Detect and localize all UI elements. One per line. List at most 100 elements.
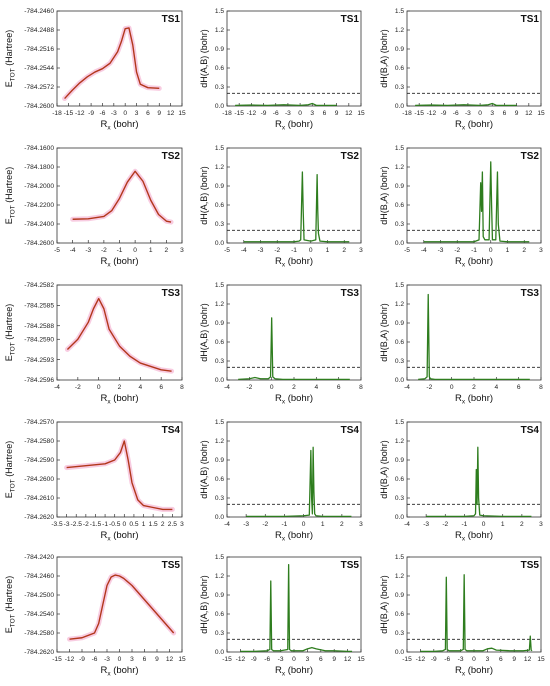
y-tick-label: -784.2540	[24, 611, 54, 618]
x-tick-label: 15	[537, 110, 545, 117]
y-tick-label: 1.2	[395, 301, 404, 308]
x-tick-label: 2	[342, 247, 346, 254]
x-tick-label: 6	[319, 656, 323, 663]
y-tick-label: 0.6	[215, 65, 224, 72]
y-tick-label: -784.2593	[24, 357, 54, 364]
y-axis-label-main: E	[4, 218, 14, 224]
x-tick-label: 0	[123, 110, 127, 117]
series-glow	[67, 572, 177, 642]
y-tick-label: -784.2400	[24, 221, 54, 228]
x-axis-label: Rx (bohr)	[100, 530, 138, 543]
y-tick-label: 0.3	[395, 630, 404, 637]
x-tick-label: -3	[243, 521, 249, 528]
x-tick-label: -2	[262, 521, 268, 528]
x-tick-label: 3	[490, 110, 494, 117]
y-tick-label: 0.6	[395, 611, 404, 618]
x-tick-label: -3	[278, 656, 284, 663]
series-glow	[70, 168, 174, 225]
y-axis-label: ETOT (Hartree)	[4, 167, 17, 224]
x-tick-label: 0	[302, 521, 306, 528]
y-tick-label: 0.9	[395, 183, 404, 190]
x-tick-label: -2	[454, 247, 460, 254]
y-tick-label: 0.6	[395, 202, 404, 209]
y-tick-label: 1.5	[395, 554, 404, 561]
dh-curve	[415, 102, 517, 107]
x-tick-label: -1	[281, 521, 287, 528]
chart-panels: -784.2600 -784.2572 -784.2544 -784.2516 -784…	[4, 8, 545, 677]
y-axis-label-main: E	[4, 627, 14, 633]
x-axis-label-sub: x	[282, 536, 286, 543]
y-tick-label: -784.2460	[24, 8, 54, 15]
x-tick-label: 3	[130, 656, 134, 663]
y-tick-label: 0.0	[395, 649, 404, 656]
x-tick-label: -12	[416, 656, 426, 663]
y-tick-label: 0.9	[215, 457, 224, 464]
plot-frame	[226, 284, 362, 381]
x-tick-label: -6	[273, 110, 279, 117]
y-tick-label: 0.0	[395, 240, 404, 247]
x-tick-label: -2	[426, 384, 432, 391]
x-axis-label-main: R	[275, 393, 282, 404]
x-axis-label-main: R	[455, 665, 462, 676]
x-axis-label: Rx (bohr)	[275, 256, 313, 269]
x-tick-label: -2	[246, 384, 252, 391]
y-tick-label: 0.3	[395, 84, 404, 91]
x-axis-label-main: R	[455, 530, 462, 541]
x-tick-label: -18	[52, 110, 62, 117]
x-tick-label: -2	[442, 521, 448, 528]
x-tick-label: 8	[359, 384, 363, 391]
x-axis-label: Rx (bohr)	[275, 119, 313, 132]
x-tick-label: 1	[506, 247, 510, 254]
y-axis-label-sub: TOT	[10, 342, 17, 355]
dh-curve	[423, 161, 530, 243]
y-tick-label: 0.6	[395, 65, 404, 72]
x-tick-label: 9	[515, 110, 519, 117]
y-tick-label: -784.1600	[24, 145, 54, 152]
y-tick-label: 0.9	[395, 457, 404, 464]
series-glow	[62, 25, 162, 102]
y-axis-label-sub: TOT	[10, 614, 17, 627]
x-tick-label: -4	[421, 247, 427, 254]
y-tick-label: -784.2420	[24, 554, 54, 561]
x-tick-label: 2.5	[168, 521, 177, 528]
dh-curve	[235, 102, 337, 107]
plot-frame	[406, 556, 542, 653]
x-tick-label: -3	[104, 656, 110, 663]
y-axis-label-main: E	[4, 492, 14, 498]
plot-frame	[226, 556, 362, 653]
x-tick-label: 1	[321, 521, 325, 528]
y-tick-label: 0.3	[395, 221, 404, 228]
y-tick-label: 1.2	[395, 573, 404, 580]
y-tick-label: 0.3	[215, 221, 224, 228]
panel-title: TS3	[162, 288, 181, 299]
x-tick-label: -2	[274, 247, 280, 254]
y-axis-label-tail: (Hartree)	[4, 30, 14, 69]
y-axis-label: dH(A,B) (bohr)	[199, 166, 209, 225]
dh-curve	[418, 293, 530, 381]
y-tick-label: -784.2582	[24, 282, 54, 289]
x-axis-label-sub: x	[282, 671, 286, 678]
y-tick-label: 1.5	[215, 145, 224, 152]
x-axis-label-sub: x	[462, 399, 466, 406]
x-axis-label-sub: x	[282, 262, 286, 269]
x-tick-label: 12	[524, 656, 532, 663]
x-axis-label-tail: (bohr)	[285, 119, 313, 130]
x-tick-label: 3	[310, 110, 314, 117]
x-tick-label: -9	[251, 656, 257, 663]
y-axis-label: dH(A,B) (bohr)	[199, 303, 209, 362]
x-axis-label-sub: x	[462, 671, 466, 678]
x-tick-label: 3	[180, 247, 184, 254]
x-tick-label: -1.5	[90, 521, 102, 528]
x-tick-label: -3.5	[51, 521, 63, 528]
x-axis-label-sub: x	[107, 262, 111, 269]
x-axis-label-tail: (bohr)	[465, 256, 493, 267]
y-axis-label: dH(A,B) (bohr)	[199, 29, 209, 88]
energy-curve	[66, 297, 172, 372]
x-tick-label: -4	[54, 384, 60, 391]
x-axis-label: Rx (bohr)	[100, 393, 138, 406]
x-tick-label: 9	[335, 110, 339, 117]
y-axis-label: dH(A,B) (bohr)	[199, 575, 209, 634]
y-tick-label: 1.5	[215, 554, 224, 561]
panel-ts5-dh-ba: 0.0 0.3 0.6 0.9 1.2 1.5 -15 -12 -9 -6 -3 0 3 6 9 12 15 TS…	[379, 554, 545, 677]
panel-title: TS1	[162, 14, 181, 25]
